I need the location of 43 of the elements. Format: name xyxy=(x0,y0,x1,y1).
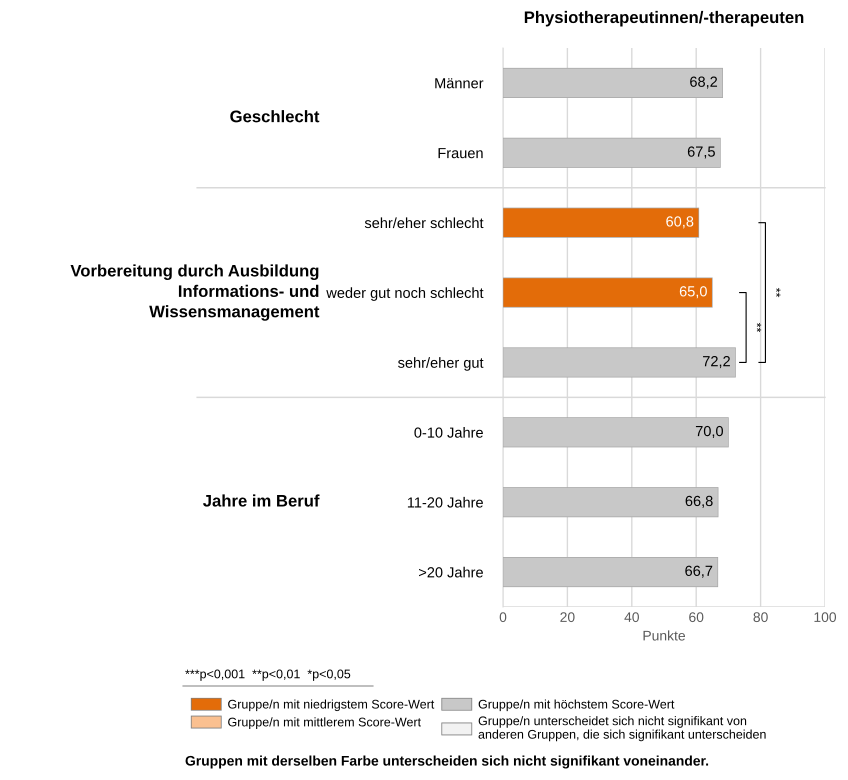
y-tick-label: 0-10 Jahre xyxy=(414,427,483,438)
y-tick-label: weder gut noch schlecht xyxy=(326,287,484,301)
bar xyxy=(503,557,718,588)
data-label: 70,0 xyxy=(696,426,723,438)
annotation: ** xyxy=(756,322,762,332)
bar xyxy=(503,138,721,168)
legend-label: Gruppe/n mit mittlerem Score-Wert xyxy=(228,717,421,729)
y-tick-label: Frauen xyxy=(438,148,483,158)
data-label: 66,7 xyxy=(685,566,712,578)
y-tick-label: sehr/eher schlecht xyxy=(364,217,484,228)
data-label: 72,2 xyxy=(703,356,730,368)
y-tick-label: sehr/eher gut xyxy=(398,357,484,371)
data-label: 67,5 xyxy=(688,146,715,158)
data-label: 68,2 xyxy=(690,76,718,89)
y-tick-label: 11-20 Jahre xyxy=(408,496,483,508)
bar xyxy=(503,417,729,448)
chart-title: Physiotherapeutinnen/-therapeuten xyxy=(524,10,804,26)
x-tick-label: 80 xyxy=(753,612,768,622)
x-tick-label: 60 xyxy=(689,612,704,622)
x-tick-label: 100 xyxy=(814,612,836,622)
y-tick-label: Männer xyxy=(435,78,484,88)
bar xyxy=(503,278,713,308)
legend-label: Gruppe/n unterscheidet sich nicht signifikant von anderen Gruppen, die sich signifikant unterscheiden xyxy=(478,716,766,742)
y-tick-label: >20 Jahre xyxy=(419,566,483,578)
text: Geschlecht xyxy=(230,110,320,122)
bar xyxy=(503,347,736,378)
x-tick-label: 40 xyxy=(624,612,639,622)
bar xyxy=(503,68,723,98)
text: Jahre im Beruf xyxy=(203,494,320,507)
data-label: 66,8 xyxy=(686,496,713,508)
text: Vorbereitung durch Ausbildung Informations- und Wissensmanagement xyxy=(70,264,320,321)
bar xyxy=(503,208,700,238)
text: Gruppen mit derselben Farbe unterscheiden sich nicht signifikant voneinander. xyxy=(186,755,708,769)
legend-label: Gruppe/n mit höchstem Score-Wert xyxy=(478,699,674,712)
x-tick-label: 0 xyxy=(500,612,506,622)
legend-label: Gruppe/n mit niedrigstem Score-Wert xyxy=(228,699,434,712)
text: ***p<0,001 **p<0,01 *p<0,05 xyxy=(185,670,350,681)
bar xyxy=(503,487,718,518)
data-label: 65,0 xyxy=(680,286,707,298)
annotation: ** xyxy=(776,288,780,298)
x-tick-label: 20 xyxy=(560,612,575,622)
x-axis-title: Punkte xyxy=(644,630,686,641)
data-label: 60,8 xyxy=(666,216,694,228)
